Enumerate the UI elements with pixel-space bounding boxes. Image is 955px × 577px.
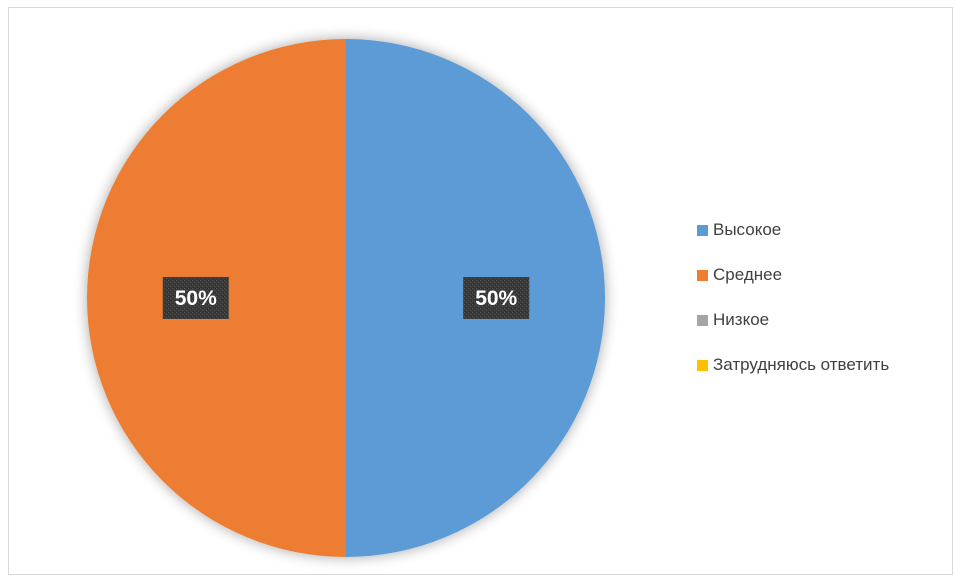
data-label-text: 50% bbox=[175, 287, 217, 310]
data-label-box bbox=[162, 277, 229, 319]
legend-item-low: Низкое bbox=[697, 309, 889, 354]
legend-item-undecided: Затрудняюсь ответить bbox=[697, 354, 889, 399]
data-label: 50% bbox=[463, 277, 530, 319]
legend-swatch bbox=[697, 315, 708, 326]
data-label-text: 50% bbox=[475, 287, 517, 310]
legend-label: Затрудняюсь ответить bbox=[713, 355, 890, 374]
legend-swatch bbox=[697, 360, 708, 371]
legend-label: Низкое bbox=[713, 310, 770, 329]
legend: Высокое Среднее Низкое Затрудняюсь ответ… bbox=[697, 219, 889, 399]
legend-swatch bbox=[697, 225, 708, 236]
data-label-box bbox=[463, 277, 530, 319]
legend-swatch bbox=[697, 270, 708, 281]
legend-label: Среднее bbox=[713, 265, 783, 284]
legend-label: Высокое bbox=[713, 220, 782, 239]
legend-item-medium: Среднее bbox=[697, 264, 889, 309]
legend-item-high: Высокое bbox=[697, 219, 889, 264]
data-label: 50% bbox=[162, 277, 229, 319]
